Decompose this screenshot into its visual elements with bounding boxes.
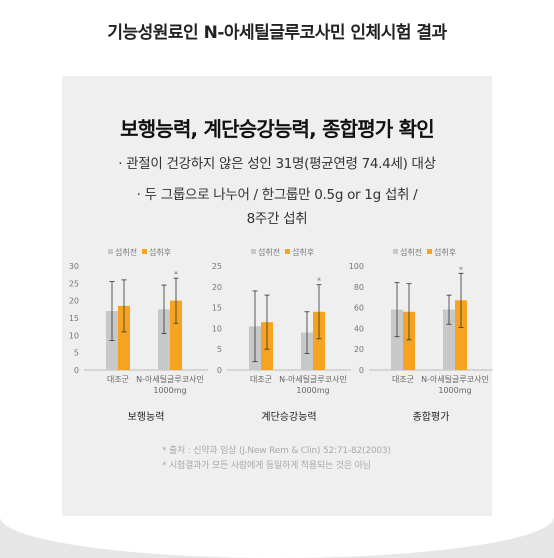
significance-mark: * — [174, 270, 178, 279]
y-tick-label: 80 — [354, 283, 364, 292]
study-subject-line: · 관절이 건강하지 않은 성인 31명(평균연령 74.4세) 대상 — [118, 156, 436, 172]
y-tick-label: 20 — [69, 297, 79, 306]
y-tick-label: 5 — [217, 345, 222, 354]
legend-swatch-before — [108, 249, 113, 254]
y-tick-label: 0 — [74, 366, 79, 375]
category-sublabel: 1000mg — [296, 386, 329, 395]
bottom-band — [0, 476, 554, 558]
chart-title: 계단승강능력 — [261, 411, 316, 423]
y-tick-label: 10 — [69, 331, 79, 340]
significance-mark: * — [317, 277, 321, 286]
category-label: N-아세틸글루코사민 — [136, 374, 204, 384]
y-tick-label: 0 — [217, 366, 222, 375]
chart-stair-climbing: 섭취전 섭취후 0 5 10 15 20 25 대조군 * N-아세틸글루코사민 1000mg 계단승강… — [205, 246, 355, 436]
y-tick-label: 30 — [69, 262, 79, 271]
y-tick-label: 25 — [212, 262, 222, 271]
study-duration-line: 8주간 섭취 — [246, 211, 308, 227]
legend-label-after: 섭취후 — [149, 247, 171, 257]
source-note: * 출처 : 신약과 임상 (J.New Rem & Clin) 52:71-8… — [162, 446, 391, 456]
bar-after — [313, 311, 325, 370]
legend-label-after: 섭취후 — [292, 247, 314, 257]
legend-swatch-after — [427, 249, 432, 254]
legend-label-before: 섭취전 — [115, 247, 137, 257]
category-label: N-아세틸글루코사민 — [421, 374, 489, 384]
chart-overall-evaluation: 섭취전 섭취후 0 20 40 60 80 100 대조군 * N-아세틸글루코사민 1000mg 종합… — [347, 246, 497, 436]
category-sublabel: 1000mg — [438, 386, 471, 395]
y-tick-label: 40 — [354, 324, 364, 333]
category-label: 대조군 — [392, 375, 414, 384]
chart-title: 보행능력 — [128, 411, 165, 423]
chart-title: 종합평가 — [413, 411, 450, 423]
bar-after — [170, 300, 182, 370]
chart-walking-ability: 섭취전 섭취후 0 5 10 15 20 25 30 대조군 * N-아세틸글루코사민 1000mg 보행… — [62, 246, 212, 436]
bar-before — [391, 309, 403, 370]
page-title: 기능성원료인 N-아세틸글루코사민 인체시험 결과 — [107, 23, 447, 43]
y-tick-label: 0 — [359, 366, 364, 375]
y-tick-label: 20 — [212, 283, 222, 292]
legend-swatch-after — [285, 249, 290, 254]
y-tick-label: 10 — [212, 324, 222, 333]
bar-before — [443, 309, 455, 370]
bar-after — [118, 305, 130, 370]
bar-after — [403, 311, 415, 370]
disclaimer-note: * 시험결과가 모든 사람에게 동일하게 적용되는 것은 아님 — [162, 461, 371, 471]
legend-label-before: 섭취전 — [400, 247, 422, 257]
legend-swatch-after — [142, 249, 147, 254]
y-tick-label: 20 — [354, 345, 364, 354]
results-panel — [62, 76, 492, 516]
category-sublabel: 1000mg — [153, 386, 186, 395]
significance-mark: * — [459, 265, 463, 274]
y-tick-label: 15 — [69, 314, 79, 323]
y-tick-label: 100 — [349, 262, 364, 271]
legend-swatch-before — [393, 249, 398, 254]
bar-before — [158, 309, 170, 370]
bar-after — [455, 300, 467, 370]
y-tick-label: 60 — [354, 304, 364, 313]
legend-label-before: 섭취전 — [258, 247, 280, 257]
panel-heading: 보행능력, 계단승강능력, 종합평가 확인 — [120, 117, 434, 141]
y-tick-label: 5 — [74, 349, 79, 358]
legend-label-after: 섭취후 — [434, 247, 456, 257]
category-label: 대조군 — [250, 375, 272, 384]
category-label: 대조군 — [107, 375, 129, 384]
y-tick-label: 15 — [212, 304, 222, 313]
y-tick-label: 25 — [69, 279, 79, 288]
category-label: N-아세틸글루코사민 — [279, 374, 347, 384]
legend-swatch-before — [251, 249, 256, 254]
study-group-line: · 두 그룹으로 나누어 / 한그룹만 0.5g or 1g 섭취 / — [136, 187, 418, 203]
